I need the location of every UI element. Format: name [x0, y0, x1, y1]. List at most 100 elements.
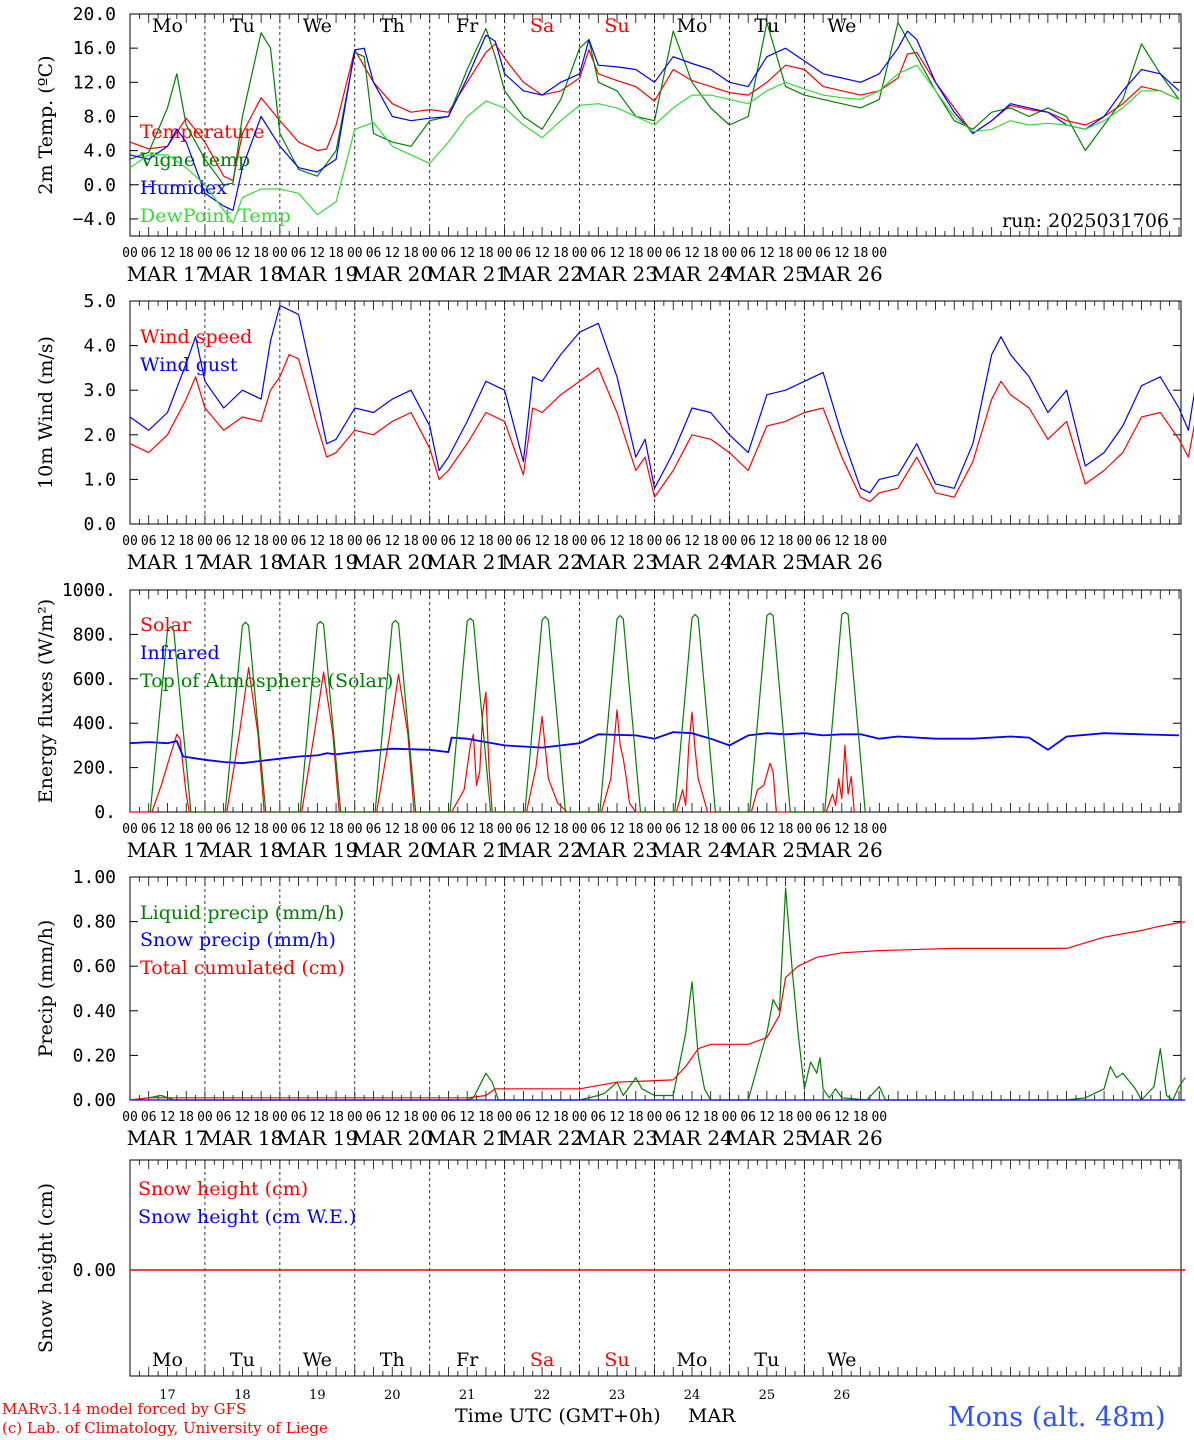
x-hour-label: 18 — [178, 534, 194, 549]
x-hour-label: 06 — [141, 246, 157, 261]
x-hour-label: 18 — [403, 1110, 419, 1125]
x-hour-label: 00 — [122, 822, 138, 837]
y-axis-title: Precip (mm/h) — [35, 920, 57, 1058]
x-date-label: MAR 18 — [201, 1126, 283, 1150]
day-name-label: Sa — [530, 1349, 554, 1371]
x-hour-label: 00 — [722, 246, 738, 261]
series-line-wind-gust — [129, 304, 1194, 494]
x-date-label: MAR 24 — [651, 1126, 733, 1150]
day-date-label: 24 — [684, 1388, 701, 1403]
x-hour-label: 06 — [740, 246, 756, 261]
y-tick-label: 0. — [94, 802, 116, 823]
x-date-label: MAR 17 — [127, 838, 209, 862]
y-tick-label: 4.0 — [83, 336, 116, 357]
x-hour-label: 00 — [347, 246, 363, 261]
x-hour-label: 12 — [759, 1110, 775, 1125]
day-name-label: Mo — [677, 15, 708, 37]
x-hour-label: 18 — [253, 822, 269, 837]
y-tick-label: 0.0 — [83, 514, 116, 535]
x-hour-label: 18 — [328, 534, 344, 549]
x-hour-label: 18 — [178, 1110, 194, 1125]
x-hour-label: 06 — [216, 822, 232, 837]
chart-panel-3: 1000. 800. 600. 400. 200. 0. Energy fluxes (W/… — [35, 580, 1182, 862]
x-hour-label: 06 — [740, 534, 756, 549]
x-hour-label: 12 — [534, 246, 550, 261]
x-hour-label: 18 — [778, 822, 794, 837]
legend-entry: Infrared — [140, 642, 220, 664]
x-hour-label: 06 — [441, 1110, 457, 1125]
legend-entry: Vigne temp — [139, 149, 250, 171]
x-hour-label: 18 — [703, 246, 719, 261]
x-hour-label: 12 — [834, 1110, 850, 1125]
x-hour-label: 12 — [160, 246, 176, 261]
x-hour-label: 00 — [572, 534, 588, 549]
x-hour-label: 12 — [459, 246, 475, 261]
x-hour-label: 18 — [403, 822, 419, 837]
x-hour-label: 00 — [347, 534, 363, 549]
x-hour-label: 12 — [834, 246, 850, 261]
day-name-label: Tu — [754, 1349, 779, 1371]
copyright-credit: (c) Lab. of Climatology, University of L… — [2, 1419, 328, 1437]
x-hour-label: 12 — [609, 1110, 625, 1125]
x-hour-label: 18 — [328, 822, 344, 837]
x-hour-label: 06 — [516, 822, 532, 837]
y-tick-label: −4.0 — [73, 209, 116, 230]
y-tick-label: 0.0 — [83, 175, 116, 196]
x-hour-label: 18 — [553, 822, 569, 837]
x-hour-label: 00 — [347, 1110, 363, 1125]
x-hour-label: 18 — [853, 822, 869, 837]
plot-frame — [129, 589, 1182, 813]
x-hour-label: 06 — [815, 1110, 831, 1125]
x-hour-label: 00 — [797, 246, 813, 261]
y-tick-label: 5.0 — [83, 291, 116, 312]
x-hour-label: 12 — [834, 534, 850, 549]
y-tick-label: 4.0 — [83, 141, 116, 162]
x-hour-label: 18 — [553, 246, 569, 261]
x-axis-month: MAR — [688, 1405, 736, 1427]
x-date-label: MAR 19 — [276, 262, 358, 286]
x-hour-label: 06 — [740, 1110, 756, 1125]
y-tick-label: 400. — [73, 713, 116, 734]
y-tick-label: 1000. — [62, 580, 116, 601]
day-name-label: Th — [380, 15, 405, 37]
x-hour-label: 12 — [160, 1110, 176, 1125]
x-hour-label: 12 — [309, 822, 325, 837]
x-hour-label: 18 — [853, 534, 869, 549]
x-hour-label: 06 — [141, 822, 157, 837]
series-line-vigne-temp — [129, 21, 1180, 186]
x-hour-label: 00 — [272, 822, 288, 837]
x-hour-label: 12 — [160, 822, 176, 837]
x-hour-label: 12 — [235, 534, 251, 549]
x-hour-label: 12 — [609, 534, 625, 549]
x-date-label: MAR 25 — [726, 838, 808, 862]
x-date-label: MAR 26 — [801, 838, 883, 862]
x-hour-label: 00 — [572, 822, 588, 837]
y-tick-label: 0.80 — [73, 912, 116, 933]
y-tick-label: 0.00 — [73, 1260, 116, 1281]
x-hour-label: 18 — [553, 1110, 569, 1125]
x-date-label: MAR 21 — [426, 262, 508, 286]
x-hour-label: 00 — [197, 534, 213, 549]
x-date-label: MAR 19 — [276, 550, 358, 574]
x-hour-label: 06 — [141, 1110, 157, 1125]
x-hour-label: 00 — [197, 1110, 213, 1125]
legend-entry: Top of Atmosphere (Solar) — [140, 670, 393, 692]
x-hour-label: 00 — [272, 246, 288, 261]
x-hour-label: 06 — [291, 534, 307, 549]
day-date-label: 18 — [234, 1388, 251, 1403]
x-hour-label: 06 — [291, 246, 307, 261]
y-axis-title: 10m Wind (m/s) — [35, 336, 57, 489]
day-date-label: 17 — [159, 1388, 176, 1403]
x-hour-label: 06 — [441, 246, 457, 261]
x-hour-label: 00 — [122, 1110, 138, 1125]
x-hour-label: 12 — [384, 534, 400, 549]
day-name-label: Fr — [456, 1349, 479, 1371]
chart-panel-5: 0.00 Snow height (cm) Snow height (cm) Snow… — [35, 1159, 1186, 1403]
x-hour-label: 00 — [647, 1110, 663, 1125]
x-date-label: MAR 23 — [576, 550, 658, 574]
x-hour-label: 12 — [684, 534, 700, 549]
y-tick-label: 0.40 — [73, 1001, 116, 1022]
series-line-humidex — [129, 30, 1180, 211]
x-hour-label: 06 — [366, 246, 382, 261]
x-hour-label: 00 — [871, 1110, 887, 1125]
